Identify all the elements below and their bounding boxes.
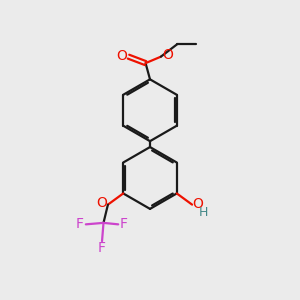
- Text: F: F: [120, 217, 128, 231]
- Text: F: F: [76, 217, 84, 231]
- Text: O: O: [193, 197, 203, 211]
- Text: F: F: [98, 241, 106, 255]
- Text: O: O: [162, 48, 173, 62]
- Text: O: O: [96, 196, 107, 210]
- Text: O: O: [117, 49, 128, 63]
- Text: H: H: [199, 206, 208, 219]
